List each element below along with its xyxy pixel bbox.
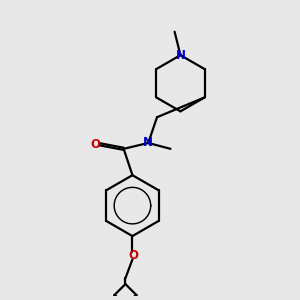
Text: N: N — [176, 49, 185, 62]
Text: O: O — [90, 138, 100, 151]
Text: O: O — [129, 249, 139, 262]
Text: N: N — [143, 136, 153, 149]
